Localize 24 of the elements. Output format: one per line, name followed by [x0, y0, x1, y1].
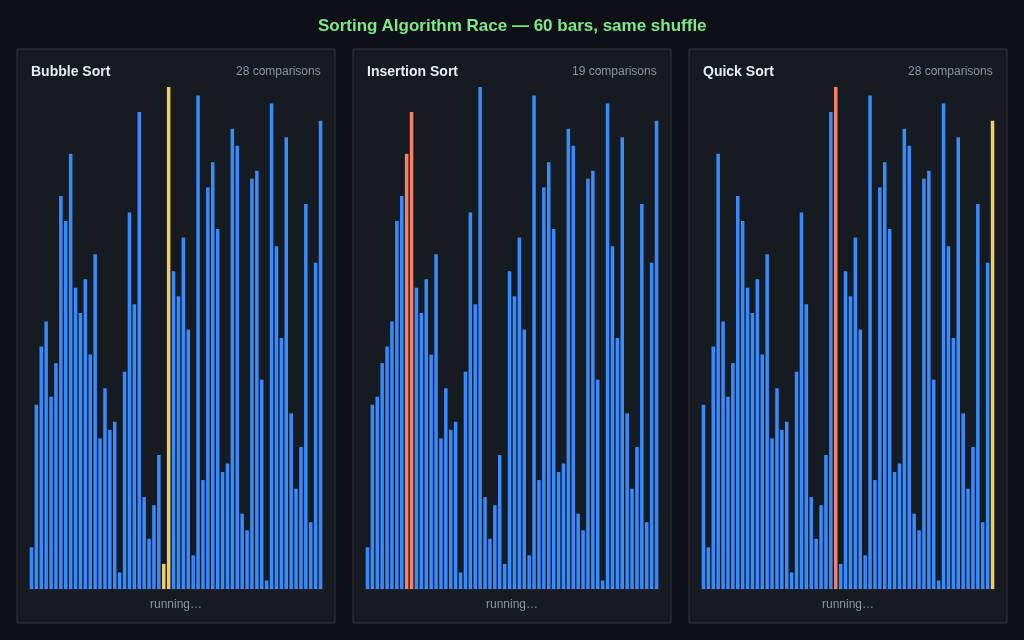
bar [620, 137, 625, 589]
bar [882, 162, 887, 589]
bar [956, 137, 961, 589]
bar [546, 162, 551, 589]
bar [399, 195, 404, 589]
chart-subtitle: 19 comparisons [572, 64, 657, 78]
text: running… [486, 597, 539, 611]
text: running… [822, 597, 875, 611]
chart-title: Quick Sort [703, 63, 775, 79]
bar [210, 162, 215, 589]
text: running… [150, 597, 203, 611]
bar [784, 421, 789, 589]
bar [137, 112, 142, 589]
chart-subtitle: 28 comparisons [236, 64, 321, 78]
bar [833, 87, 838, 589]
chart-title: Bubble Sort [31, 63, 111, 79]
bar [284, 137, 289, 589]
bar [735, 195, 740, 589]
bar [424, 279, 429, 589]
text: Sorting Algorithm Race — 60 bars, same shuffle [318, 16, 707, 35]
chart-subtitle: 28 comparisons [908, 64, 993, 78]
bar [497, 454, 502, 589]
chart-title: Insertion Sort [367, 63, 459, 79]
bar [112, 421, 117, 589]
